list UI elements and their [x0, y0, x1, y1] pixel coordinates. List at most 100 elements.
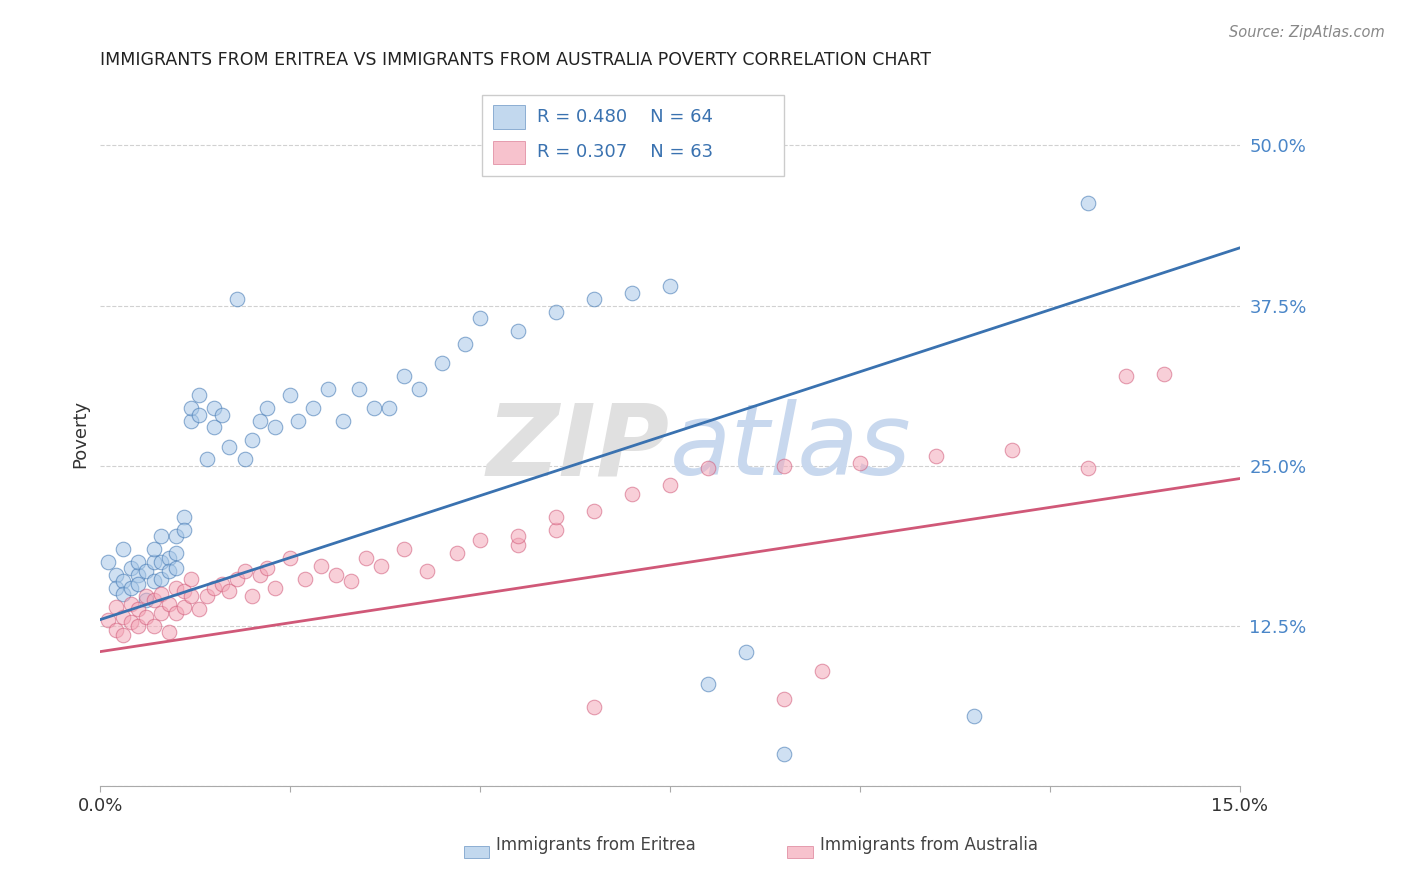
Immigrants from Eritrea: [233, 452, 256, 467]
Immigrants from Australia: [658, 478, 681, 492]
Immigrants from Australia: [325, 567, 347, 582]
Immigrants from Eritrea: [658, 279, 681, 293]
Immigrants from Eritrea: [347, 382, 370, 396]
Immigrants from Eritrea: [127, 576, 149, 591]
Immigrants from Eritrea: [157, 551, 180, 566]
Immigrants from Australia: [233, 564, 256, 578]
Immigrants from Australia: [202, 581, 225, 595]
Immigrants from Australia: [416, 564, 439, 578]
Immigrants from Australia: [468, 533, 491, 547]
Immigrants from Eritrea: [454, 337, 477, 351]
Text: IMMIGRANTS FROM ERITREA VS IMMIGRANTS FROM AUSTRALIA POVERTY CORRELATION CHART: IMMIGRANTS FROM ERITREA VS IMMIGRANTS FR…: [100, 51, 931, 69]
Immigrants from Australia: [849, 456, 872, 470]
Immigrants from Eritrea: [173, 523, 195, 537]
Immigrants from Eritrea: [195, 452, 218, 467]
Immigrants from Eritrea: [264, 420, 287, 434]
Immigrants from Eritrea: [202, 401, 225, 416]
Text: Immigrants from Eritrea: Immigrants from Eritrea: [496, 836, 696, 854]
Immigrants from Australia: [120, 597, 142, 611]
Immigrants from Eritrea: [506, 324, 529, 338]
Immigrants from Australia: [165, 581, 187, 595]
Immigrants from Eritrea: [135, 593, 157, 607]
Immigrants from Australia: [811, 664, 834, 678]
Immigrants from Eritrea: [180, 401, 202, 416]
Immigrants from Eritrea: [582, 292, 605, 306]
Immigrants from Eritrea: [202, 420, 225, 434]
Immigrants from Eritrea: [173, 510, 195, 524]
Immigrants from Australia: [127, 602, 149, 616]
Immigrants from Eritrea: [165, 546, 187, 560]
Immigrants from Eritrea: [135, 564, 157, 578]
Immigrants from Eritrea: [378, 401, 401, 416]
Immigrants from Australia: [773, 692, 796, 706]
Immigrants from Australia: [294, 572, 316, 586]
Immigrants from Eritrea: [104, 567, 127, 582]
Immigrants from Eritrea: [150, 529, 173, 543]
Immigrants from Eritrea: [256, 401, 278, 416]
Immigrants from Eritrea: [120, 561, 142, 575]
FancyBboxPatch shape: [482, 95, 785, 177]
Immigrants from Eritrea: [240, 433, 263, 447]
Immigrants from Australia: [180, 590, 202, 604]
Immigrants from Australia: [582, 699, 605, 714]
Immigrants from Eritrea: [620, 285, 643, 300]
Immigrants from Eritrea: [696, 676, 718, 690]
Immigrants from Australia: [150, 606, 173, 620]
Immigrants from Australia: [157, 597, 180, 611]
Immigrants from Australia: [120, 615, 142, 629]
Immigrants from Eritrea: [157, 564, 180, 578]
Immigrants from Eritrea: [112, 587, 135, 601]
Text: Source: ZipAtlas.com: Source: ZipAtlas.com: [1229, 25, 1385, 40]
Immigrants from Eritrea: [302, 401, 325, 416]
Immigrants from Australia: [188, 602, 211, 616]
Immigrants from Australia: [340, 574, 363, 588]
Immigrants from Australia: [544, 523, 567, 537]
Immigrants from Australia: [135, 590, 157, 604]
Immigrants from Eritrea: [180, 414, 202, 428]
Immigrants from Australia: [104, 623, 127, 637]
Immigrants from Australia: [446, 546, 468, 560]
FancyBboxPatch shape: [494, 105, 526, 128]
Immigrants from Australia: [256, 561, 278, 575]
Immigrants from Eritrea: [127, 567, 149, 582]
Immigrants from Australia: [112, 610, 135, 624]
Immigrants from Australia: [226, 572, 249, 586]
Immigrants from Australia: [696, 461, 718, 475]
Immigrants from Eritrea: [408, 382, 430, 396]
Immigrants from Australia: [165, 606, 187, 620]
Text: ZIP: ZIP: [486, 400, 669, 496]
Immigrants from Eritrea: [963, 708, 986, 723]
Immigrants from Eritrea: [165, 561, 187, 575]
Immigrants from Australia: [211, 576, 233, 591]
Immigrants from Eritrea: [188, 388, 211, 402]
Immigrants from Eritrea: [468, 311, 491, 326]
Immigrants from Eritrea: [278, 388, 301, 402]
Immigrants from Eritrea: [120, 581, 142, 595]
Immigrants from Eritrea: [150, 572, 173, 586]
Immigrants from Eritrea: [165, 529, 187, 543]
Immigrants from Australia: [370, 558, 392, 573]
Immigrants from Eritrea: [735, 644, 758, 658]
Immigrants from Australia: [97, 613, 120, 627]
Text: R = 0.307    N = 63: R = 0.307 N = 63: [537, 143, 713, 161]
Immigrants from Australia: [1001, 443, 1024, 458]
Immigrants from Eritrea: [226, 292, 249, 306]
Immigrants from Australia: [1077, 461, 1099, 475]
Immigrants from Eritrea: [112, 542, 135, 557]
Immigrants from Australia: [157, 625, 180, 640]
Immigrants from Eritrea: [142, 542, 165, 557]
Text: atlas: atlas: [669, 400, 911, 496]
Y-axis label: Poverty: Poverty: [72, 400, 89, 467]
Immigrants from Australia: [620, 487, 643, 501]
Immigrants from Eritrea: [392, 369, 415, 384]
Immigrants from Eritrea: [188, 408, 211, 422]
Immigrants from Eritrea: [1077, 196, 1099, 211]
Immigrants from Australia: [150, 587, 173, 601]
Immigrants from Australia: [112, 628, 135, 642]
Immigrants from Eritrea: [97, 555, 120, 569]
Immigrants from Eritrea: [150, 555, 173, 569]
FancyBboxPatch shape: [494, 141, 526, 164]
Immigrants from Eritrea: [142, 555, 165, 569]
Immigrants from Australia: [135, 610, 157, 624]
Immigrants from Australia: [506, 529, 529, 543]
